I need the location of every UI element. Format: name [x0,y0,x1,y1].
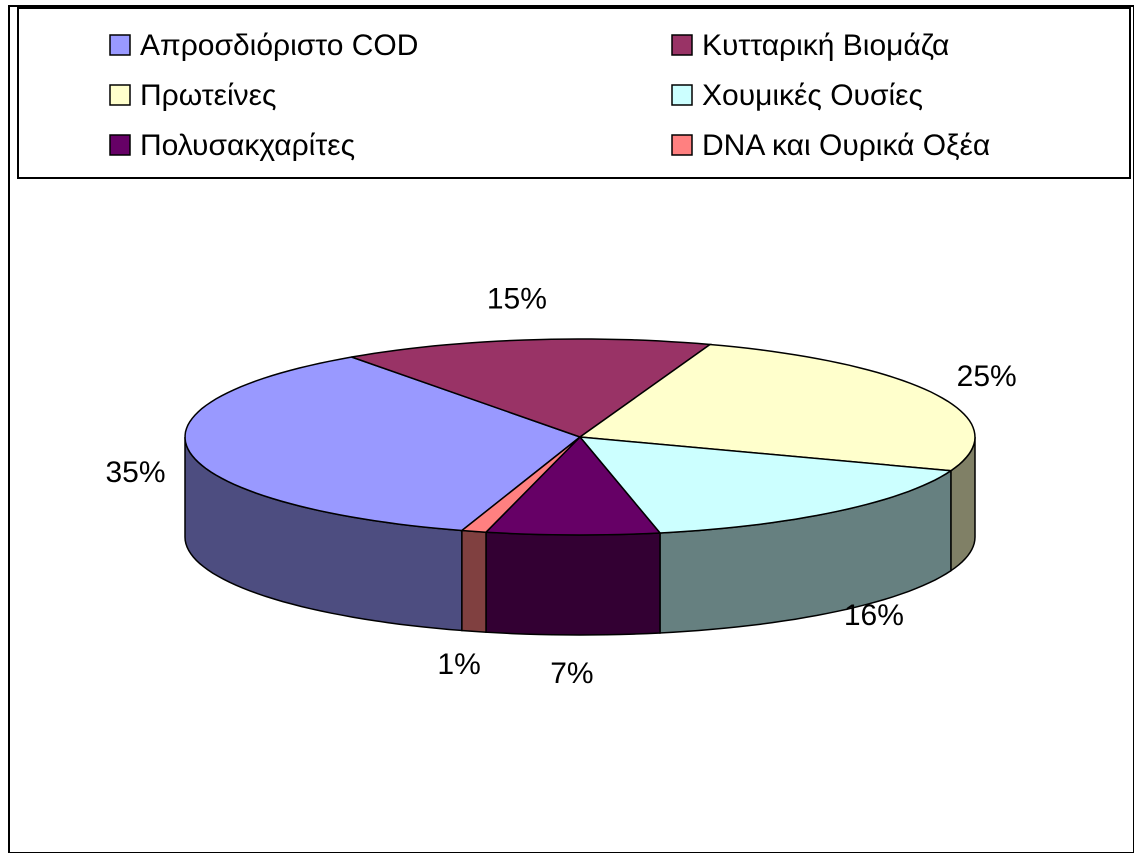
legend-swatch [671,84,693,106]
legend-swatch [109,134,131,156]
legend-label: Πρωτείνες [140,79,276,112]
legend-swatch [109,84,131,106]
legend-swatch [671,34,693,56]
data-label: 25% [957,360,1017,393]
legend-label: Απροσδιόριστο COD [140,29,418,62]
legend-swatch [109,34,131,56]
data-label: 35% [105,456,165,489]
pie-slice [484,435,662,536]
data-label: 16% [844,599,904,632]
pie-side [461,529,487,634]
pie-slice [577,343,976,472]
pie-slice [459,436,581,533]
legend-label: Χουμικές Ουσίες [702,79,923,112]
data-label: 1% [437,648,480,681]
pie-slice [184,356,582,532]
pie-slice [351,338,713,438]
legend-label: Κυτταρική Βιομάζα [702,29,949,62]
legend-box [17,7,1131,179]
legend-swatch [671,134,693,156]
data-label: 7% [550,657,593,690]
pie-side [485,531,661,636]
data-label: 15% [487,282,547,315]
legend-label: DNA και Ουρικά Οξέα [702,129,990,162]
legend-label: Πολυσακχαρίτες [140,129,355,162]
pie-slice [578,436,954,534]
